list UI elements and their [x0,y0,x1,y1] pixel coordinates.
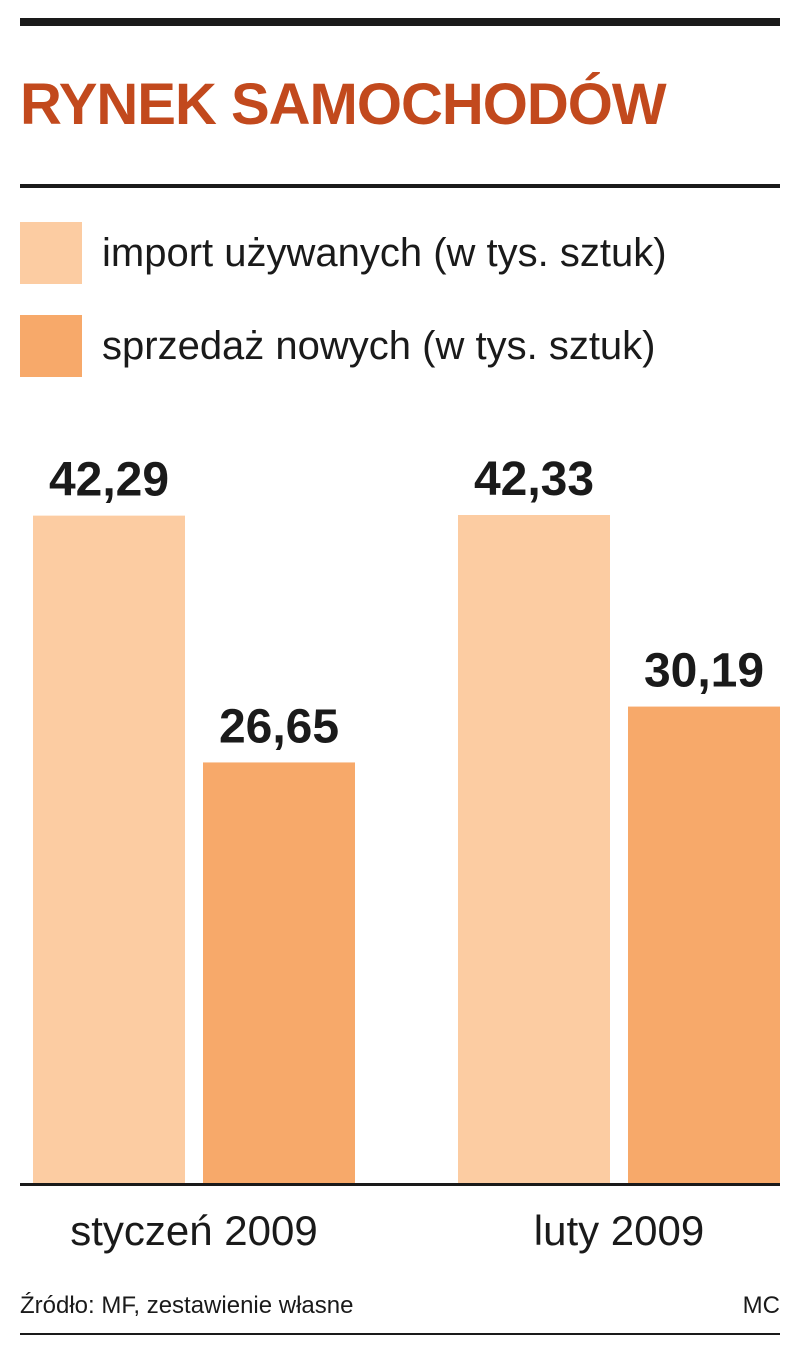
data-label-sales-1: 26,65 [219,700,339,753]
category-label-2: luty 2009 [534,1207,704,1254]
baseline [20,1183,780,1186]
bar-chart: 42,29 26,65 styczeń 2009 42,33 30,19 luty 200… [20,453,780,1254]
legend-label-import: import używanych (w tys. sztuk) [102,231,667,275]
bar-sales-1 [203,762,355,1183]
data-label-import-2: 42,33 [474,453,594,506]
data-label-import-1: 42,29 [49,454,169,507]
author-credit: MC [742,1292,780,1319]
title-rule [20,184,780,188]
legend-swatch-import [20,222,82,284]
data-label-sales-2: 30,19 [644,645,764,698]
source-note: Źródło: MF, zestawienie własne [20,1292,354,1319]
legend-label-sales: sprzedaż nowych (w tys. sztuk) [102,324,656,368]
bar-import-1 [33,515,185,1183]
bar-sales-2 [628,706,780,1183]
bar-import-2 [458,515,610,1183]
bottom-rule [20,1333,780,1335]
chart-title: RYNEK SAMOCHODÓW [20,72,667,137]
top-rule [20,18,780,26]
legend-item-sales: sprzedaż nowych (w tys. sztuk) [20,315,656,377]
legend-item-import: import używanych (w tys. sztuk) [20,222,667,284]
category-label-1: styczeń 2009 [70,1207,318,1254]
legend-swatch-sales [20,315,82,377]
